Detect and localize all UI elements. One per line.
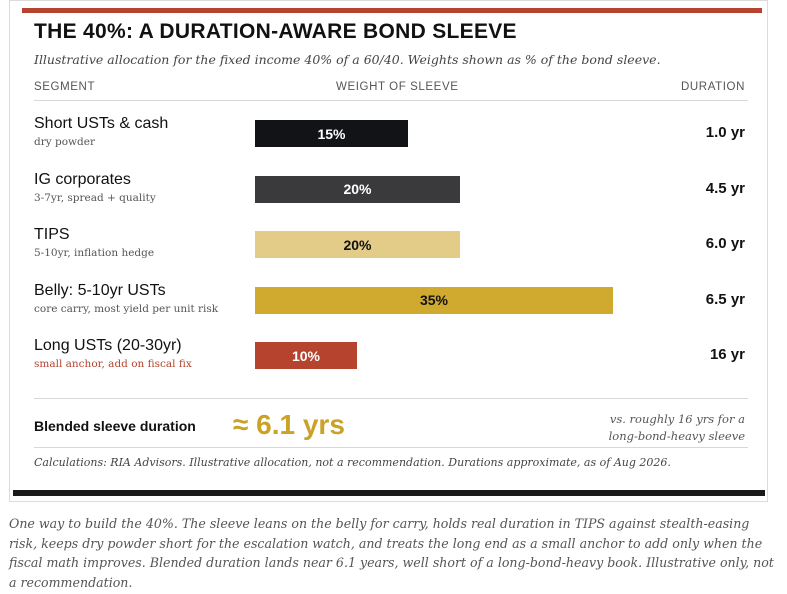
weight-bar: 10% bbox=[255, 342, 357, 369]
bar-value-label: 15% bbox=[317, 125, 346, 142]
bottom-bar bbox=[13, 490, 765, 496]
segment-label: IG corporates bbox=[34, 170, 131, 188]
bar-value-label: 35% bbox=[419, 292, 449, 308]
duration-value: 6.0 yr bbox=[705, 235, 745, 252]
header-divider bbox=[34, 100, 748, 101]
blended-value: ≈ 6.1 yrs bbox=[233, 409, 345, 440]
calculations-note: Calculations: RIA Advisors. Illustrative… bbox=[34, 456, 671, 469]
figure-caption: One way to build the 40%. The sleeve lea… bbox=[9, 516, 774, 590]
blended-note-line2: long-bond-heavy sleeve bbox=[608, 429, 745, 443]
segment-label: Belly: 5-10yr USTs bbox=[34, 281, 166, 299]
bar-value-label: 20% bbox=[343, 181, 372, 197]
blended-note: vs. roughly 16 yrs for a long-bond-heavy… bbox=[545, 411, 745, 445]
segment-note: 5-10yr, inflation hedge bbox=[34, 247, 155, 259]
chart-title: THE 40%: A DURATION-AWARE BOND SLEEVE bbox=[34, 20, 517, 43]
blended-label: Blended sleeve duration bbox=[34, 418, 196, 434]
segment-label: Short USTs & cash bbox=[34, 115, 169, 132]
segment-label: TIPS bbox=[34, 226, 70, 243]
segment-note: small anchor, add on fiscal fix bbox=[34, 358, 192, 370]
calc-divider bbox=[34, 447, 748, 448]
duration-value: 16 yr bbox=[709, 346, 745, 363]
bar-value-label: 20% bbox=[343, 236, 372, 253]
weight-bar: 20% bbox=[255, 231, 460, 258]
segment-note: core carry, most yield per unit risk bbox=[34, 302, 219, 315]
segment-note: dry powder bbox=[34, 136, 95, 148]
blended-note-line1: vs. roughly 16 yrs for a bbox=[609, 412, 745, 426]
top-accent-bar bbox=[22, 8, 762, 13]
duration-value: 6.5 yr bbox=[705, 290, 745, 308]
weight-bar: 35% bbox=[255, 286, 613, 314]
bar-value-label: 10% bbox=[291, 347, 321, 364]
chart-subtitle: Illustrative allocation for the fixed in… bbox=[34, 52, 661, 67]
header-duration: DURATION bbox=[680, 81, 745, 93]
weight-bar: 15% bbox=[255, 120, 408, 147]
segment-note: 3-7yr, spread + quality bbox=[34, 191, 156, 204]
blended-divider bbox=[34, 398, 748, 399]
duration-value: 1.0 yr bbox=[705, 124, 745, 141]
header-weight: WEIGHT OF SLEEVE bbox=[336, 81, 459, 93]
duration-value: 4.5 yr bbox=[705, 179, 745, 197]
weight-bar: 20% bbox=[255, 175, 460, 203]
header-segment: SEGMENT bbox=[34, 81, 96, 93]
segment-label: Long USTs (20-30yr) bbox=[34, 337, 182, 354]
